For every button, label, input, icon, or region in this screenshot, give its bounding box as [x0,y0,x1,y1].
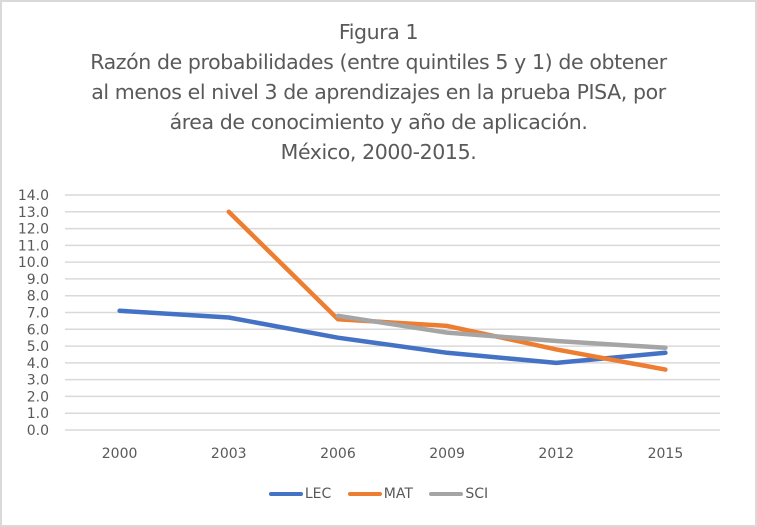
chart-subtitle-line-1: Razón de probabilidades (entre quintiles… [90,50,667,74]
legend-label-mat: MAT [383,486,413,502]
series-line-sci [335,313,668,351]
legend-item-mat: MAT [347,486,413,502]
legend-label-lec: LEC [304,486,332,502]
y-tick-label: 7.0 [27,306,49,322]
legend-swatch-lec [268,492,303,496]
y-tick-label: 0.0 [27,423,49,439]
y-tick-label: 11.0 [18,238,49,254]
chart-title: Figura 1 [338,20,419,44]
x-tick-label: 2009 [429,446,465,462]
x-tick-label: 2006 [320,446,356,462]
y-tick-label: 10.0 [18,255,49,271]
legend: LEC MAT SCI [0,484,757,502]
legend-swatch-mat [347,492,382,496]
chart-subtitle-line-2: al menos el nivel 3 de aprendizajes en l… [91,80,666,104]
gridlines [65,194,720,431]
legend-swatch-sci [429,492,464,496]
chart-subtitle-line-3: área de conocimiento y año de aplicación… [169,110,588,134]
y-tick-label: 5.0 [27,339,49,355]
legend-label-sci: SCI [465,486,489,502]
legend-item-lec: LEC [268,486,332,502]
y-tick-label: 3.0 [27,373,49,389]
y-tick-label: 1.0 [27,406,49,422]
x-axis-ticks: 2000 2003 2006 2009 2012 2015 [102,446,683,462]
series-lines [117,209,668,372]
chart-title-block: Figura 1 Razón de probabilidades (entre … [0,17,757,167]
y-axis-ticks: 0.01.02.03.04.05.06.07.08.09.010.011.012… [18,188,49,439]
y-tick-label: 2.0 [27,389,49,405]
y-tick-label: 13.0 [18,205,49,221]
y-tick-label: 6.0 [27,322,49,338]
y-tick-label: 12.0 [18,222,49,238]
y-tick-label: 8.0 [27,289,49,305]
y-tick-label: 9.0 [27,272,49,288]
x-tick-label: 2015 [648,446,684,462]
chart-subtitle-line-4: México, 2000-2015. [280,140,477,164]
x-tick-label: 2003 [211,446,247,462]
y-tick-label: 4.0 [27,356,49,372]
series-line-mat [226,209,668,372]
series-line-lec [117,308,668,366]
x-tick-label: 2000 [102,446,138,462]
legend-item-sci: SCI [429,486,488,502]
x-tick-label: 2012 [538,446,574,462]
y-tick-label: 14.0 [18,188,49,204]
